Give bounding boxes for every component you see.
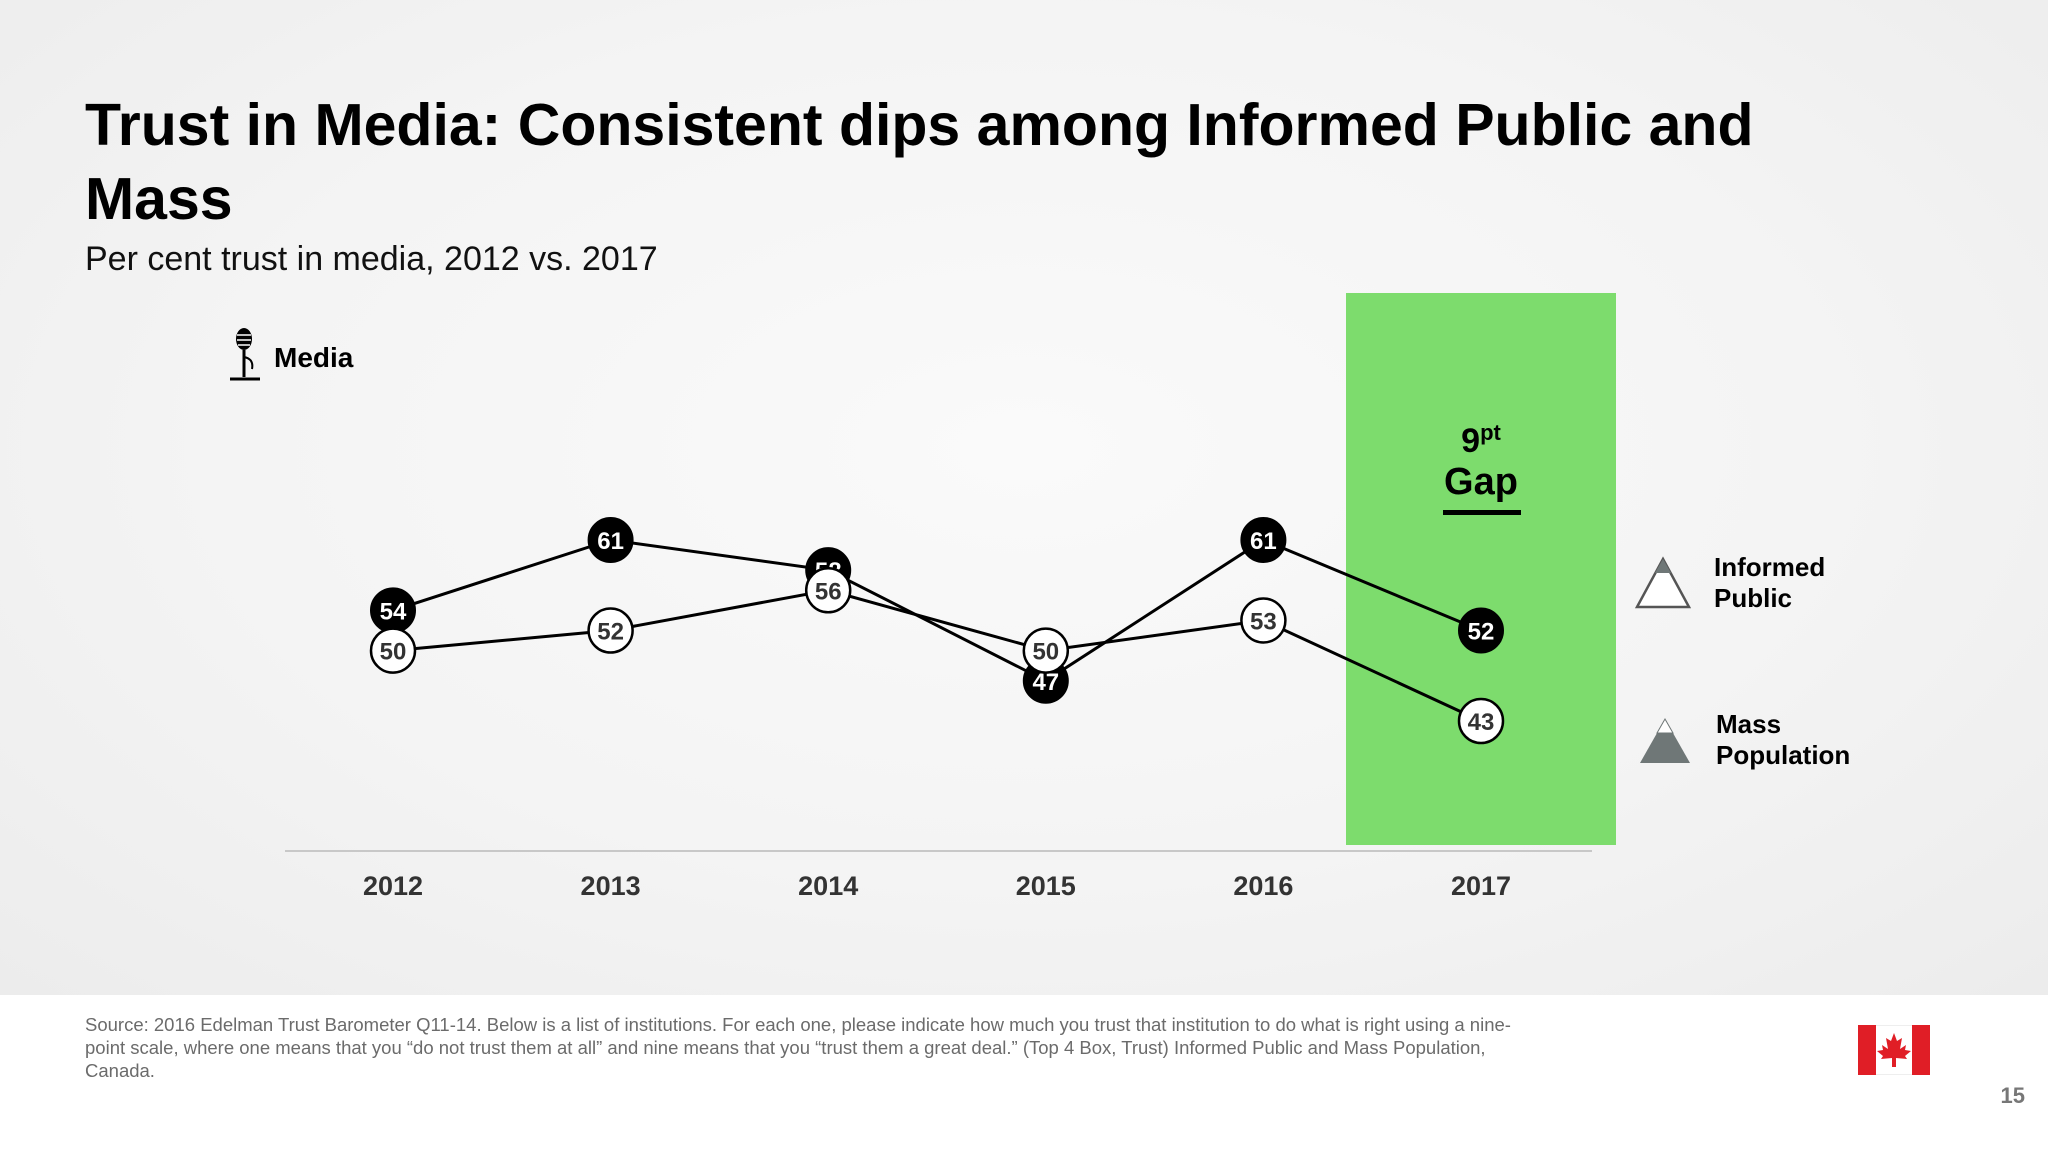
informed-public-point: [1458, 607, 1504, 654]
mass-population-point: [1457, 697, 1505, 745]
x-tick-label: 2015: [1016, 871, 1076, 901]
page-title: Trust in Media: Consistent dips among In…: [85, 92, 1754, 232]
series-markers: 546158476152505256505343: [369, 517, 1505, 745]
x-tick-label: 2016: [1233, 871, 1293, 901]
mass-population-line: [392, 588, 1482, 723]
legend-informed-public: Informed Public: [1714, 552, 1826, 613]
mass-population-value-label: 53: [1250, 608, 1277, 635]
x-axis-tick-labels: 2012 2013 2014 2015 2016 2017: [363, 871, 1511, 901]
mass-population-point: [369, 627, 417, 674]
filled-triangle-icon: [1640, 717, 1690, 763]
x-tick-label: 2017: [1451, 871, 1511, 901]
informed-public-line: [392, 538, 1482, 683]
footer-area: [0, 995, 2048, 1152]
microphone-icon: [230, 328, 260, 381]
informed-public-point: [1240, 517, 1287, 563]
outline-triangle-icon: [1634, 556, 1692, 609]
mass-population-value-label: 43: [1468, 709, 1495, 736]
mass-population-value-label: 52: [597, 619, 624, 646]
gap-highlight-box: [1346, 293, 1616, 845]
x-tick-label: 2013: [581, 871, 641, 901]
mass-population-value-label: 50: [1032, 639, 1059, 666]
mass-population-point: [1240, 597, 1287, 644]
informed-public-value-label: 61: [1250, 528, 1277, 555]
canada-flag-icon: [1858, 1025, 1930, 1075]
series-lines: [392, 538, 1482, 723]
source-note: Source: 2016 Edelman Trust Barometer Q11…: [85, 1014, 1511, 1081]
page-subtitle: Per cent trust in media, 2012 vs. 2017: [85, 240, 658, 278]
mass-population-point: [804, 567, 852, 614]
informed-public-value-label: 61: [597, 528, 624, 555]
x-tick-label: 2012: [363, 871, 423, 901]
informed-public-point: [587, 517, 634, 563]
informed-public-value-label: 52: [1468, 619, 1495, 646]
slide-background: [0, 0, 2048, 995]
x-tick-label: 2014: [798, 871, 858, 901]
gap-label: Gap: [1444, 461, 1518, 503]
section-label: Media: [274, 342, 354, 373]
page-number: 15: [2000, 1083, 2025, 1108]
informed-public-value-label: 54: [380, 598, 407, 625]
mass-population-value-label: 50: [380, 639, 407, 666]
mass-population-point: [587, 607, 634, 654]
legend-mass-population: Mass Population: [1716, 709, 1851, 770]
gap-number: 9pt: [1461, 420, 1501, 460]
mass-population-point: [1022, 627, 1070, 674]
mass-population-value-label: 56: [815, 578, 842, 605]
gap-underline: [1443, 510, 1521, 515]
